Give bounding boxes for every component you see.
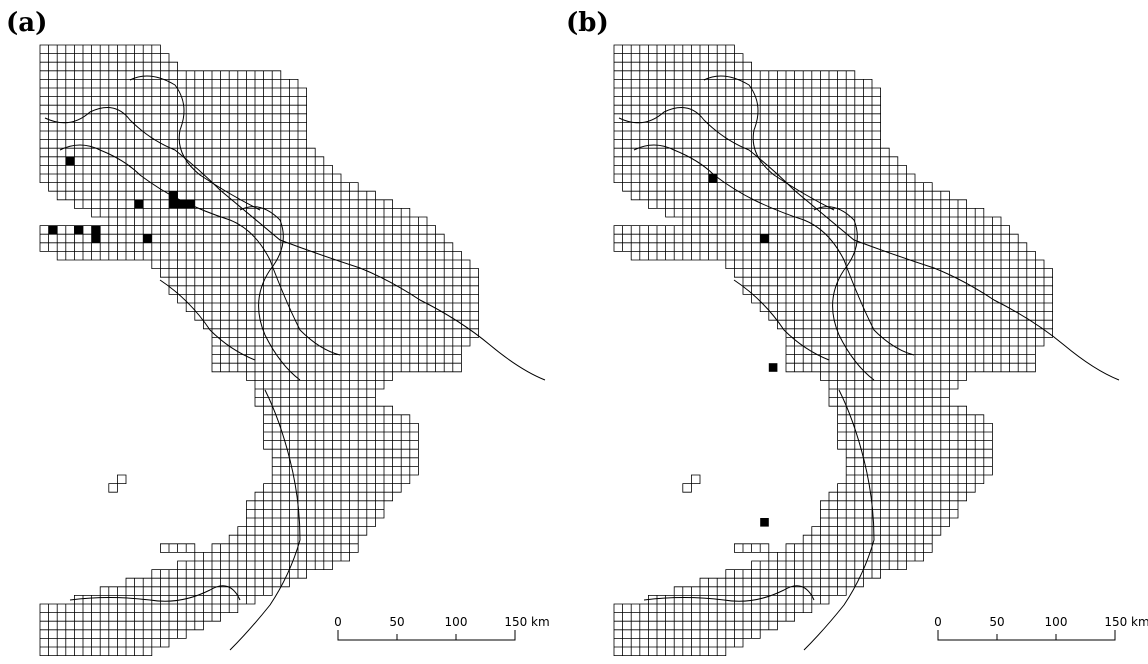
- region-boundary: [69, 585, 241, 602]
- occupied-cell: [169, 199, 178, 209]
- scale-bar-tick-label: 50: [389, 615, 404, 629]
- region-boundary: [229, 389, 301, 651]
- scale-bar: 0 50 100 150 km: [934, 615, 1148, 641]
- scale-bar: 0 50 100 150 km: [334, 615, 550, 641]
- occupied-cell: [48, 225, 58, 235]
- occupied-cell: [134, 199, 144, 209]
- scale-bar-line: [337, 630, 516, 641]
- occupied-cell: [708, 174, 718, 183]
- scale-bar-tick-label: 100: [1045, 615, 1068, 629]
- map-panel-a: (a) 0 50 100 150 km: [6, 8, 550, 656]
- scale-bar-tick-label: 150 km: [1104, 615, 1148, 629]
- region-boundary: [703, 75, 835, 211]
- panel-label-b: (b): [566, 8, 609, 38]
- occupied-cell: [177, 199, 187, 209]
- region-boundary: [733, 279, 830, 361]
- panel-label-a: (a): [6, 8, 48, 38]
- map-grid-a: 0 50 100 150 km: [39, 44, 550, 656]
- region-boundary: [44, 107, 546, 381]
- region-boundary: [643, 585, 815, 602]
- occupied-cell: [91, 234, 101, 243]
- grid-cells: [39, 44, 479, 656]
- occupied-cell: [768, 363, 778, 372]
- region-boundary: [159, 279, 256, 361]
- region-boundary: [633, 144, 915, 356]
- scale-bar-tick-label: 150 km: [504, 615, 549, 629]
- occupied-cell: [760, 518, 769, 527]
- region-boundary: [803, 389, 875, 651]
- occupied-cell: [74, 225, 83, 235]
- grid-lines: [613, 44, 1053, 656]
- region-boundary: [59, 144, 341, 356]
- grid-lines: [39, 44, 479, 656]
- region-boundary: [129, 75, 261, 211]
- occupied-cell: [186, 199, 195, 209]
- map-panel-b: (b) 0 50 100 150 km: [566, 0, 1148, 664]
- occupied-cell: [760, 234, 769, 243]
- scale-bar-line: [937, 630, 1116, 641]
- scale-bar-tick-label: 0: [934, 615, 942, 629]
- scale-bar-tick-label: 50: [989, 615, 1004, 629]
- scale-bar-tick-label: 100: [445, 615, 468, 629]
- occupied-cell: [143, 234, 152, 243]
- occupied-cell: [65, 156, 75, 166]
- region-boundary: [618, 107, 1120, 381]
- scale-bar-tick-label: 0: [334, 615, 342, 629]
- grid-cells: [613, 44, 1053, 656]
- occupied-cell: [91, 225, 101, 235]
- occupied-cell: [169, 191, 178, 200]
- region-boundary: [239, 206, 301, 381]
- map-grid-b: 0 50 100 150 km: [613, 44, 1148, 656]
- region-boundary: [813, 206, 875, 381]
